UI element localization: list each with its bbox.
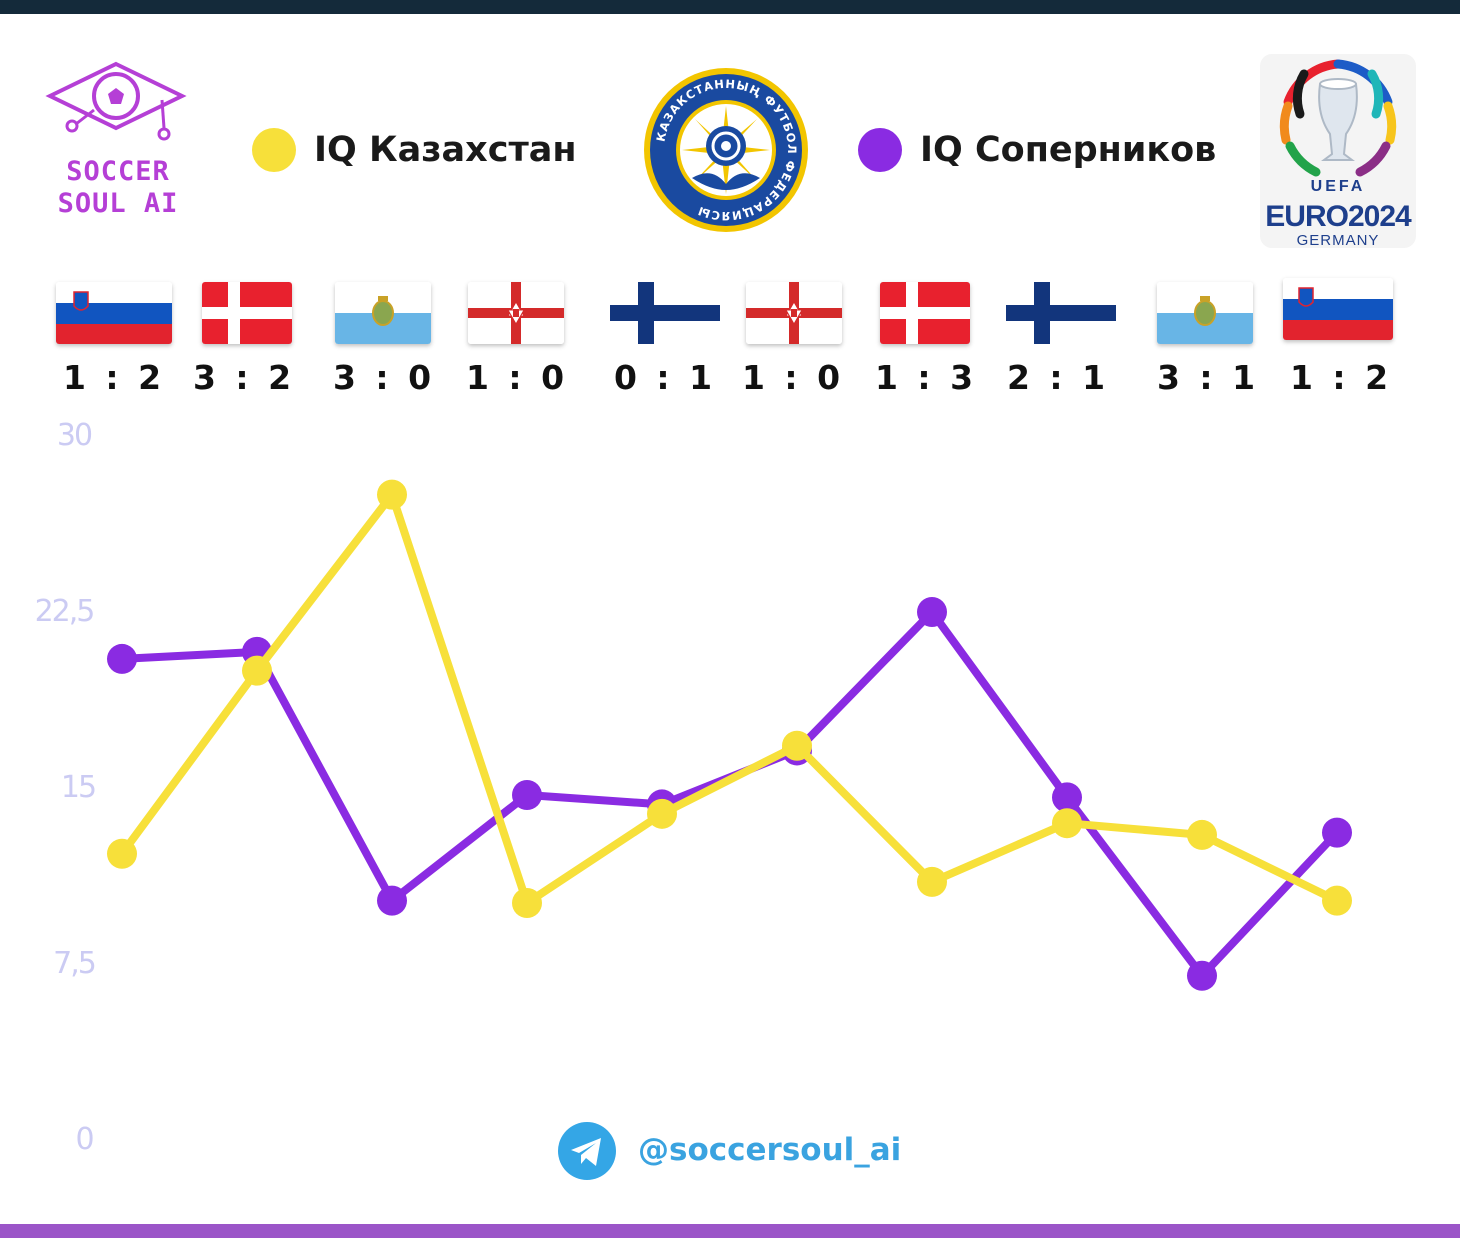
flag-northern-ireland-icon	[746, 282, 842, 344]
data-point-kazakhstan	[782, 730, 812, 761]
uefa-label: UEFA	[1310, 178, 1366, 195]
germany-label: GERMANY	[1296, 232, 1380, 248]
data-point-kazakhstan	[1052, 808, 1082, 839]
kazakhstan-football-federation-emblem: КАЗАКСТАННЫҢ ФУТБОЛ ФЕДЕРАЦИЯСЫ	[642, 66, 810, 234]
euro-2024-trophy-icon	[1279, 59, 1397, 177]
match-score: 1 : 3	[874, 358, 978, 397]
flag-finland-icon	[610, 282, 720, 344]
top-bar	[0, 0, 1460, 14]
legend-item-opponents: IQ Соперников	[858, 126, 1216, 174]
data-point-opponents	[512, 780, 542, 811]
y-tick-label: 22,5	[34, 594, 96, 629]
flag-san-marino-icon	[1157, 282, 1253, 344]
legend-label-kazakhstan: IQ Казахстан	[314, 130, 577, 170]
flag-denmark-icon	[880, 282, 970, 344]
data-point-kazakhstan	[1187, 819, 1217, 850]
legend-marker-kazakhstan	[252, 128, 296, 172]
data-point-opponents	[1322, 817, 1352, 848]
euro-2024-logo: UEFA EURO2024 GERMANY	[1260, 54, 1416, 248]
line-chart	[107, 479, 1352, 991]
flag-northern-ireland-icon	[468, 282, 564, 344]
match-score: 2 : 1	[1006, 358, 1110, 397]
data-point-kazakhstan	[1322, 885, 1352, 916]
data-point-kazakhstan	[242, 655, 272, 686]
series-line-kazakhstan	[118, 490, 1339, 907]
flag-denmark-icon	[202, 282, 292, 344]
match-score: 1 : 0	[465, 358, 569, 397]
data-point-opponents	[917, 597, 947, 627]
y-tick-label: 7,5	[53, 946, 97, 981]
y-tick-label: 15	[60, 770, 97, 805]
match-score: 3 : 0	[332, 358, 436, 397]
data-point-kazakhstan	[377, 479, 407, 510]
data-point-opponents	[377, 885, 407, 916]
brand-name: SOCCER SOUL AI	[38, 156, 198, 220]
brand-logo: SOCCER SOUL AI	[36, 60, 196, 220]
data-point-kazakhstan	[107, 838, 137, 869]
flag-finland-icon	[1006, 282, 1116, 344]
match-score: 0 : 1	[613, 358, 717, 397]
match-score: 3 : 2	[192, 358, 296, 397]
telegram-icon[interactable]	[558, 1122, 616, 1180]
data-point-kazakhstan	[917, 866, 947, 897]
flag-slovenia-icon	[1283, 278, 1393, 340]
telegram-handle-link[interactable]: @soccersoul_ai	[638, 1132, 902, 1168]
data-point-kazakhstan	[512, 887, 542, 918]
brand-name-line-1: SOCCER	[66, 156, 170, 187]
flag-san-marino-icon	[335, 282, 431, 344]
data-point-opponents	[1187, 960, 1217, 991]
match-score: 1 : 0	[741, 358, 845, 397]
match-score: 1 : 2	[62, 358, 166, 397]
legend-item-kazakhstan: IQ Казахстан	[252, 126, 577, 174]
data-point-opponents	[1052, 782, 1082, 813]
match-score: 3 : 1	[1156, 358, 1260, 397]
y-tick-label: 0	[75, 1122, 94, 1157]
federation-emblem-icon: КАЗАКСТАННЫҢ ФУТБОЛ ФЕДЕРАЦИЯСЫ	[644, 68, 808, 232]
data-point-opponents	[107, 643, 137, 674]
bottom-bar	[0, 1224, 1460, 1238]
match-score: 1 : 2	[1289, 358, 1393, 397]
legend-label-opponents: IQ Соперников	[920, 130, 1217, 170]
y-tick-label: 30	[56, 418, 93, 453]
euro-2024-label: EURO2024	[1265, 200, 1411, 233]
data-point-kazakhstan	[647, 798, 677, 829]
graduation-cap-ball-icon	[45, 61, 187, 141]
brand-name-line-2: SOUL AI	[57, 188, 179, 219]
flag-slovenia-icon	[56, 282, 172, 344]
series-line-opponents	[121, 608, 1340, 980]
legend-marker-opponents	[858, 128, 902, 172]
